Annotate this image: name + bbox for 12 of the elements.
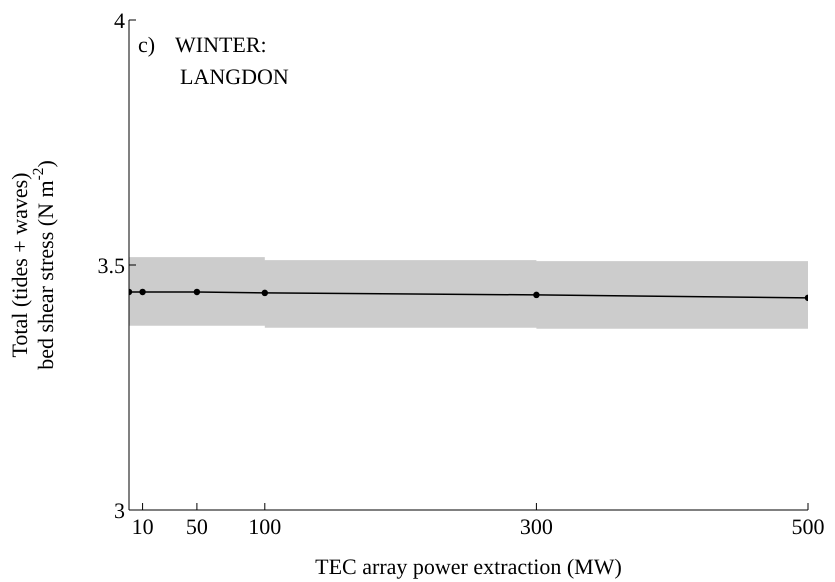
y-tick-label: 3 [114,498,125,523]
annotation: LANGDON [180,64,289,89]
x-tick-label: 300 [520,514,553,539]
y-tick-label: 3.5 [98,253,125,278]
y-tick-label: 4 [114,8,125,33]
annotation: c) [138,32,156,57]
x-tick-label: 500 [792,514,824,539]
annotation: WINTER: [175,32,267,57]
x-axis-title: TEC array power extraction (MW) [315,554,622,579]
x-tick-label: 100 [248,514,282,539]
x-tick-label: 10 [132,514,154,539]
x-tick-label: 50 [186,514,208,539]
